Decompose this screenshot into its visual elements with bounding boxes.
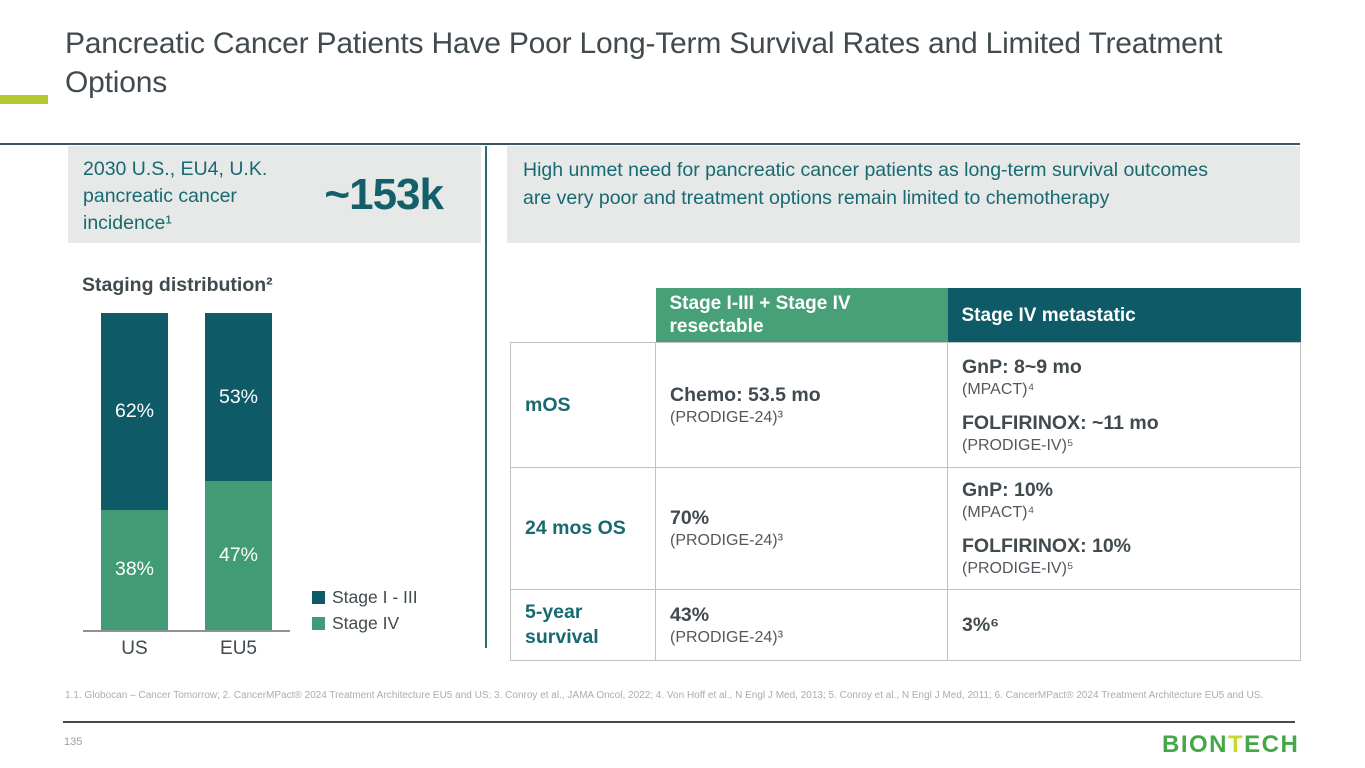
unmet-need-text: High unmet need for pancreatic cancer pa… xyxy=(523,159,1209,209)
bar-segment: 53% xyxy=(205,313,272,481)
cell-entry: FOLFIRINOX: 10% (PRODIGE-IV)⁵ xyxy=(962,534,1290,579)
page-number: 135 xyxy=(64,736,83,748)
footer-divider-line xyxy=(63,721,1295,723)
lime-accent-dash xyxy=(0,95,48,104)
entry-main-text: Chemo: 53.5 mo xyxy=(670,383,821,406)
entry-main-text: GnP: 8~9 mo xyxy=(962,355,1082,378)
footnotes: 1.1. Globocan – Cancer Tomorrow; 2. Canc… xyxy=(65,690,1264,701)
bar-segment: 47% xyxy=(205,481,272,630)
bar-value-label: 47% xyxy=(218,543,259,566)
table-header-row: Stage I-III + Stage IV resectable Stage … xyxy=(511,288,1301,343)
entry-source-text: (PRODIGE-IV)⁵ xyxy=(962,560,1074,577)
cell-metastatic: GnP: 8~9 mo (MPACT)⁴ FOLFIRINOX: ~11 mo (PR… xyxy=(947,342,1301,468)
chart-title: Staging distribution² xyxy=(82,274,273,296)
staging-chart-plot: 62% 38% US 53% 47% EU5 xyxy=(83,313,290,659)
header-cell-resectable: Stage I-III + Stage IV resectable xyxy=(655,288,948,343)
table-row: 24 mos OS 70% (PRODIGE-24)³ GnP: 10% (MPACT)… xyxy=(510,467,1301,590)
incidence-callout-box: 2030 U.S., EU4, U.K. pancreatic cancer i… xyxy=(68,146,481,243)
bar-segment: 62% xyxy=(101,313,168,510)
cell-entry: 43% (PRODIGE-24)³ xyxy=(670,603,937,648)
entry-source-text: (MPACT)⁴ xyxy=(962,504,1035,521)
cell-entry: GnP: 10% (MPACT)⁴ xyxy=(962,478,1290,523)
chart-legend: Stage I - III Stage IV xyxy=(312,587,418,634)
logo-part2: ECH xyxy=(1244,731,1300,758)
legend-swatch xyxy=(312,591,325,604)
stacked-bar-us: 62% 38% xyxy=(101,313,168,630)
cell-metastatic: 3%⁶ xyxy=(947,589,1301,661)
column-divider-line xyxy=(485,146,487,648)
cell-resectable: 43% (PRODIGE-24)³ xyxy=(655,589,948,661)
row-label: 24 mos OS xyxy=(510,467,656,590)
cell-metastatic: GnP: 10% (MPACT)⁴ FOLFIRINOX: 10% (PRODIGE-… xyxy=(947,467,1301,590)
logo-part-t: T xyxy=(1228,731,1245,758)
legend-item: Stage I - III xyxy=(312,587,418,608)
bar-segment: 38% xyxy=(101,509,168,630)
incidence-value: ~153k xyxy=(324,169,444,219)
entry-source-text: (PRODIGE-24)³ xyxy=(670,408,783,426)
entry-main-text: 70% xyxy=(670,507,710,529)
cell-resectable: 70% (PRODIGE-24)³ xyxy=(655,467,948,590)
entry-main-text: GnP: 10% xyxy=(962,479,1054,501)
x-axis-line xyxy=(83,630,290,632)
header-cell-blank xyxy=(511,288,656,343)
cell-entry: 3%⁶ xyxy=(962,613,1290,638)
entry-source-text: (PRODIGE-24)³ xyxy=(670,532,783,549)
row-label: mOS xyxy=(510,342,656,468)
unmet-need-callout-box: High unmet need for pancreatic cancer pa… xyxy=(507,146,1300,243)
slide-title: Pancreatic Cancer Patients Have Poor Lon… xyxy=(65,27,1223,99)
entry-main-text: FOLFIRINOX: ~11 mo xyxy=(962,411,1159,434)
legend-item: Stage IV xyxy=(312,613,418,634)
entry-source-text: (MPACT)⁴ xyxy=(962,380,1035,398)
entry-source-text: (PRODIGE-24)³ xyxy=(670,628,783,646)
logo-part1: BION xyxy=(1162,731,1228,758)
bar-value-label: 53% xyxy=(218,385,259,408)
stacked-bar-eu5: 53% 47% xyxy=(205,313,272,630)
category-label: US xyxy=(121,638,148,659)
cell-entry: FOLFIRINOX: ~11 mo (PRODIGE-IV)⁵ xyxy=(962,411,1290,456)
row-label: 5-year survival xyxy=(510,589,656,661)
entry-main-text: 3%⁶ xyxy=(962,613,1000,636)
entry-main-text: FOLFIRINOX: 10% xyxy=(962,535,1132,557)
legend-swatch xyxy=(312,617,325,630)
table-row: 5-year survival 43% (PRODIGE-24)³ 3%⁶ xyxy=(510,589,1301,661)
cell-entry: GnP: 8~9 mo (MPACT)⁴ xyxy=(962,355,1290,400)
legend-label: Stage IV xyxy=(332,613,400,633)
category-label: EU5 xyxy=(220,638,257,659)
cell-entry: Chemo: 53.5 mo (PRODIGE-24)³ xyxy=(670,383,937,428)
bar-value-label: 38% xyxy=(114,558,155,581)
survival-table: Stage I-III + Stage IV resectable Stage … xyxy=(510,288,1301,661)
header-divider-line xyxy=(0,143,1300,145)
biontech-logo: BIONTECH xyxy=(1162,731,1299,759)
cell-entry: 70% (PRODIGE-24)³ xyxy=(670,506,937,551)
legend-label: Stage I - III xyxy=(332,587,418,607)
entry-source-text: (PRODIGE-IV)⁵ xyxy=(962,436,1074,454)
table-row: mOS Chemo: 53.5 mo (PRODIGE-24)³ GnP: 8~9 m… xyxy=(510,342,1301,468)
cell-resectable: Chemo: 53.5 mo (PRODIGE-24)³ xyxy=(655,342,948,468)
entry-main-text: 43% xyxy=(670,603,710,626)
header-cell-metastatic: Stage IV metastatic xyxy=(947,288,1301,343)
bar-value-label: 62% xyxy=(114,399,155,422)
incidence-label: 2030 U.S., EU4, U.K. pancreatic cancer i… xyxy=(83,158,268,234)
